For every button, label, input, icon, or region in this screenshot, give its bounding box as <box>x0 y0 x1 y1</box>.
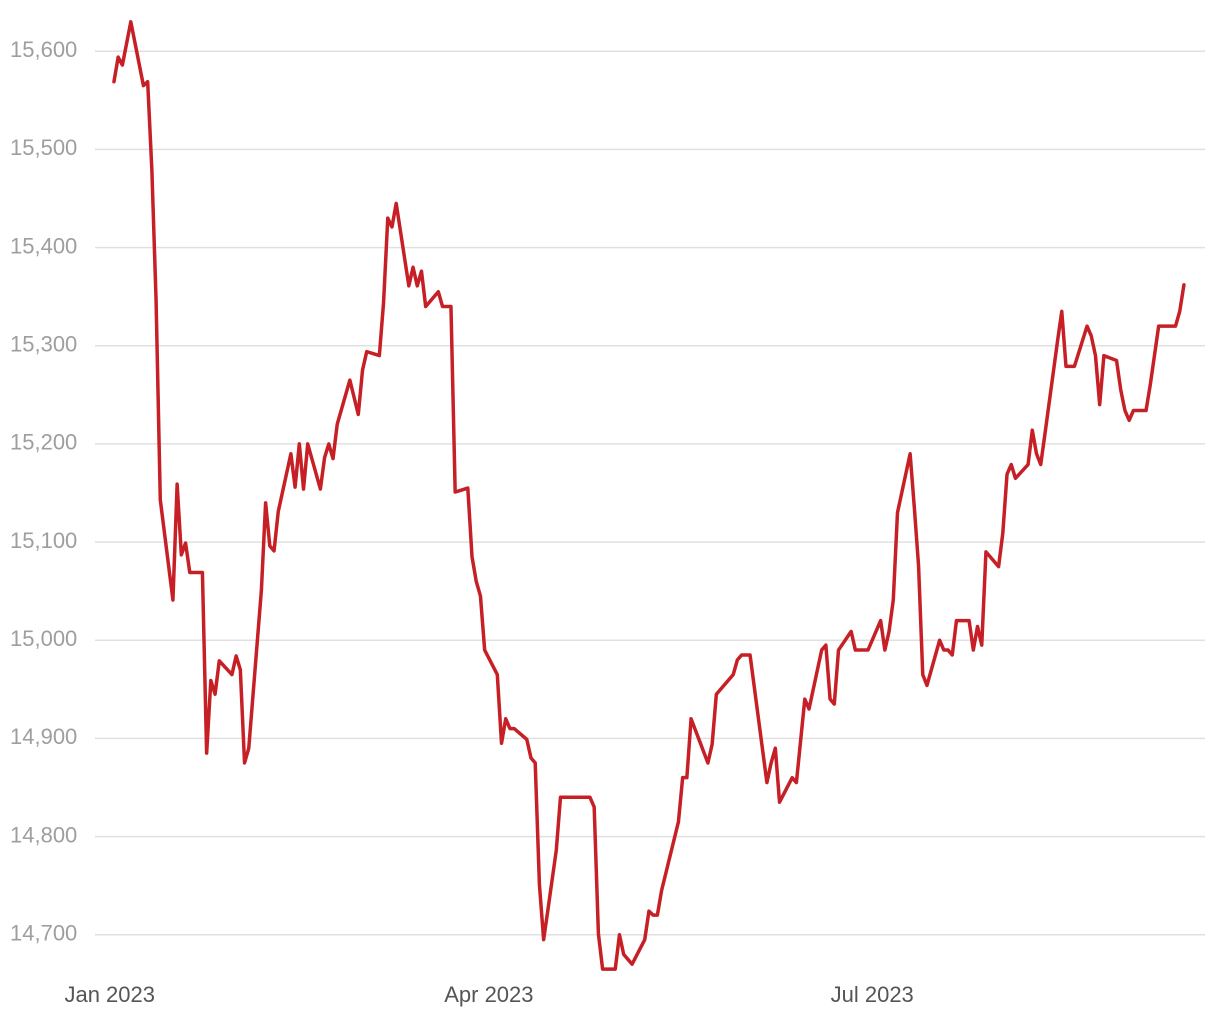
y-tick-label: 15,000 <box>10 626 77 651</box>
y-tick-label: 15,400 <box>10 233 77 258</box>
x-tick-label: Jul 2023 <box>831 982 914 1007</box>
y-tick-label: 14,700 <box>10 921 77 946</box>
y-tick-label: 14,900 <box>10 724 77 749</box>
x-tick-label: Apr 2023 <box>444 982 533 1007</box>
y-tick-label: 15,500 <box>10 135 77 160</box>
x-tick-label: Jan 2023 <box>64 982 155 1007</box>
y-tick-label: 15,100 <box>10 528 77 553</box>
y-tick-label: 15,300 <box>10 332 77 357</box>
price-line <box>112 20 1186 971</box>
y-tick-label: 15,600 <box>10 37 77 62</box>
y-tick-label: 14,800 <box>10 822 77 847</box>
y-tick-label: 15,200 <box>10 430 77 455</box>
